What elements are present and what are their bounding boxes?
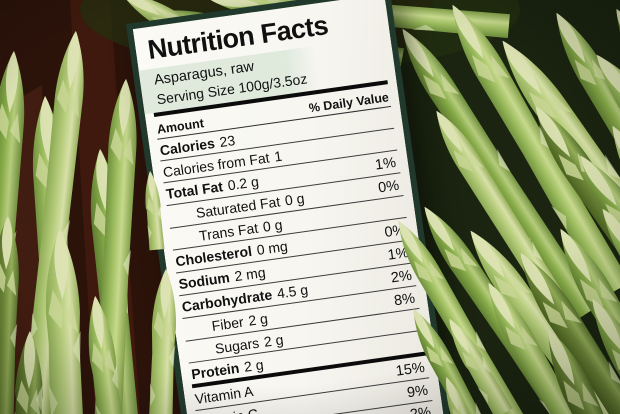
nutrient-amount: 2 mg [233,264,267,285]
nutrient-amount: 0 mg [255,238,289,259]
asparagus-spear [436,110,620,414]
asparagus-spear [18,30,84,414]
asparagus-spear [612,125,620,414]
nutrient-amount: 2 g [247,310,269,330]
daily-value-percent: 15% [394,360,426,381]
asparagus-spear [502,40,620,325]
asparagus-spear [470,230,620,414]
asparagus-spear [580,155,620,414]
asparagus-spear [449,318,513,414]
asparagus-spear [535,105,620,387]
asparagus-spear [556,12,620,297]
asparagus-spear [13,330,44,414]
asparagus-spear [596,54,620,332]
asparagus-spear [92,78,137,414]
asparagus-spear [32,95,80,414]
asparagus-spear [602,208,620,414]
daily-value-percent: 9% [406,382,430,402]
asparagus-spear [88,295,128,414]
nutrient-amount: 2 g [262,331,285,351]
amount-header: Amount [156,116,205,137]
nutrient-amount: 0.2 g [226,173,260,194]
asparagus-spear [616,8,620,279]
nutrient-amount: 2 g [243,356,265,376]
daily-value-percent: 2% [389,268,413,287]
asparagus-spear [45,228,86,414]
asparagus-spear [548,328,620,414]
asparagus-spear [0,215,19,414]
nutrition-rows: Calories 23 Calories from Fat 1 Total Fat 0.2… [157,107,438,414]
asparagus-spear [488,282,620,414]
nutrient-name: Sodium [177,269,231,293]
asparagus-spear [452,4,620,298]
nutrient-amount: 1 [273,147,284,165]
asparagus-spear [592,298,620,414]
nutrient-amount: 4.5 g [275,281,310,302]
nutrition-facts-label: Nutrition Facts Asparagus, raw Serving S… [126,0,456,414]
daily-value-percent: 2% [409,404,434,414]
daily-value-percent: 1% [374,155,398,174]
nutrient-amount: 0 g [283,190,306,209]
nutrient-amount: 0 g [261,216,284,236]
daily-value-percent: 1% [386,245,410,265]
asparagus-spear [520,252,620,414]
asparagus-spear [0,50,25,414]
nutrient-amount: 23 [218,132,237,151]
nutrient-name: Protein [190,360,241,383]
asparagus-spear [560,228,620,414]
asparagus-spear [90,148,142,414]
daily-value-percent: 0% [383,222,407,242]
daily-value-percent: 0% [377,177,401,197]
daily-value-percent: 8% [393,290,417,310]
